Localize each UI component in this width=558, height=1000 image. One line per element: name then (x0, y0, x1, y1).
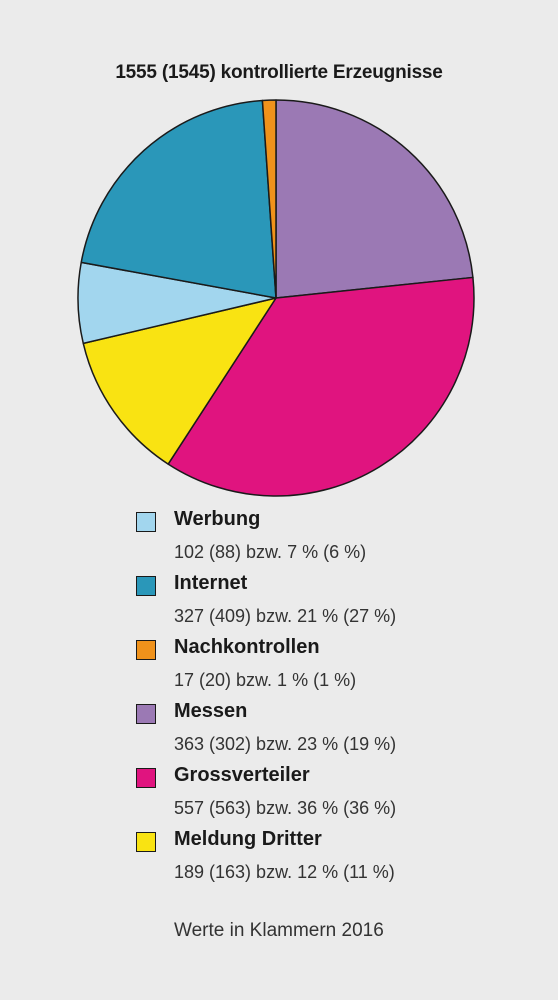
legend-value: 102 (88) bzw. 7 % (6 %) (174, 542, 367, 562)
legend-swatch (136, 768, 156, 788)
legend-swatch (136, 832, 156, 852)
legend-value: 363 (302) bzw. 23 % (19 %) (174, 734, 397, 754)
pie-slice-nachkontrollen (261, 99, 277, 299)
legend-label: Internet (174, 572, 248, 594)
legend-swatch (136, 640, 156, 660)
legend-label: Meldung Dritter (174, 828, 322, 850)
legend-value: 17 (20) bzw. 1 % (1 %) (174, 670, 357, 690)
legend-item-messen: Messen 363 (302) bzw. 23 % (19 %) (136, 700, 536, 764)
legend-item-grossverteiler: Grossverteiler 557 (563) bzw. 36 % (36 %… (136, 764, 536, 828)
pie-chart (77, 99, 475, 497)
legend-item-werbung: Werbung 102 (88) bzw. 7 % (6 %) (136, 508, 536, 572)
legend-swatch (136, 704, 156, 724)
legend-swatch (136, 512, 156, 532)
legend-label: Werbung (174, 508, 261, 530)
legend-value: 327 (409) bzw. 21 % (27 %) (174, 606, 397, 626)
legend-item-meldung-dritter: Meldung Dritter 189 (163) bzw. 12 % (11 … (136, 828, 536, 892)
pie-slice-grossverteiler (167, 276, 475, 497)
legend-label: Messen (174, 700, 248, 722)
legend-item-nachkontrollen: Nachkontrollen 17 (20) bzw. 1 % (1 %) (136, 636, 536, 700)
footnote: Werte in Klammern 2016 (174, 920, 384, 941)
pie-slice-internet (80, 99, 277, 299)
legend: Werbung 102 (88) bzw. 7 % (6 %) Internet… (136, 508, 536, 892)
legend-label: Nachkontrollen (174, 636, 320, 658)
legend-item-internet: Internet 327 (409) bzw. 21 % (27 %) (136, 572, 536, 636)
chart-title: 1555 (1545) kontrollierte Erzeugnisse (115, 62, 443, 83)
legend-value: 557 (563) bzw. 36 % (36 %) (174, 798, 397, 818)
pie-slice-messen (275, 99, 474, 299)
legend-value: 189 (163) bzw. 12 % (11 %) (174, 862, 395, 882)
legend-label: Grossverteiler (174, 764, 310, 786)
legend-swatch (136, 576, 156, 596)
pie-slice-meldung-dritter (82, 297, 277, 465)
